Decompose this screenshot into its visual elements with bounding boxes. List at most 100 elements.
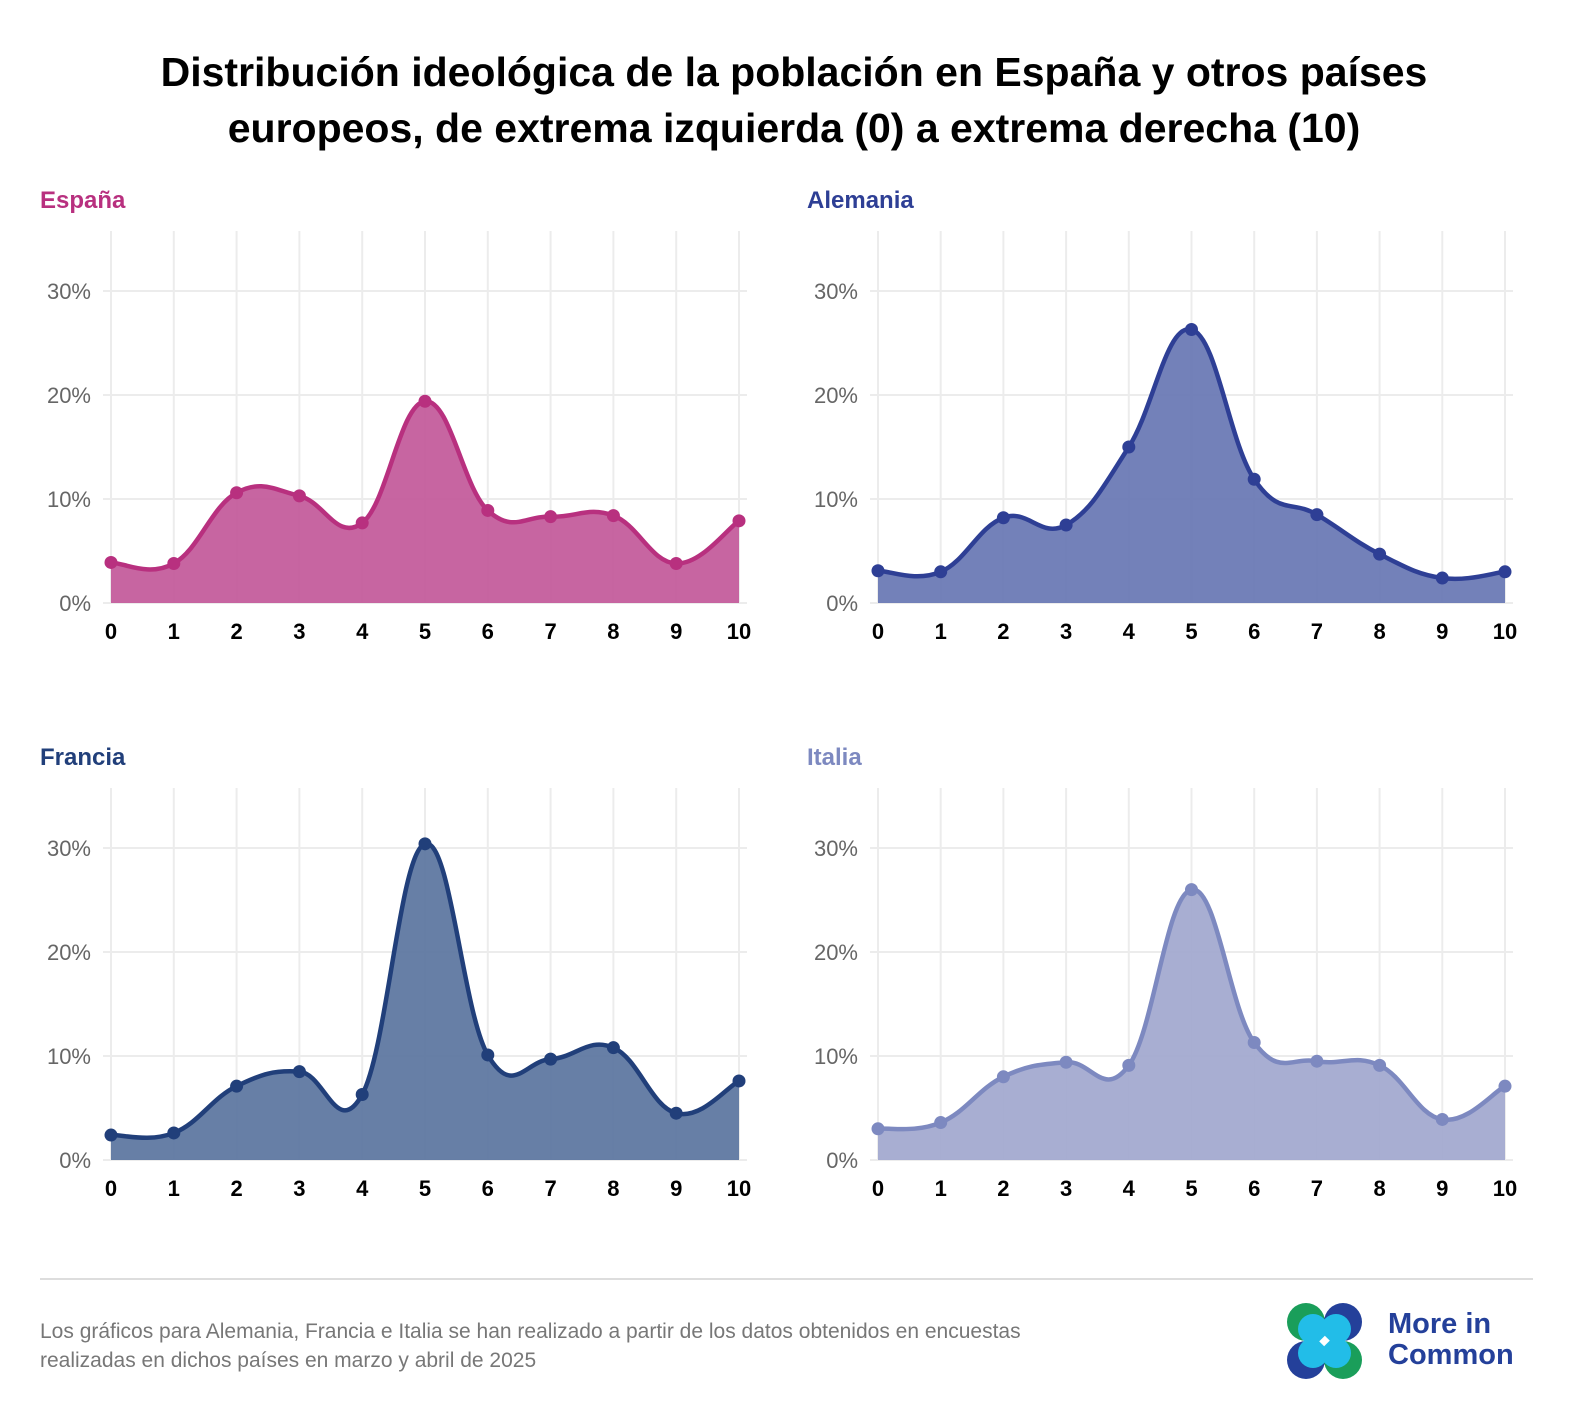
x-tick-label: 10 <box>727 1176 751 1201</box>
y-tick-label: 0% <box>826 591 858 616</box>
footer-line-1: Los gráficos para Alemania, Francia e It… <box>40 1320 1021 1343</box>
data-point <box>1185 883 1198 897</box>
x-tick-label: 5 <box>1185 1176 1197 1201</box>
data-point <box>1059 518 1073 532</box>
x-tick-label: 9 <box>670 1176 682 1201</box>
x-tick-label: 7 <box>1311 1176 1323 1201</box>
x-tick-label: 6 <box>1248 619 1260 644</box>
x-tick-label: 1 <box>935 1176 947 1201</box>
x-tick-label: 2 <box>230 1176 242 1201</box>
data-point <box>871 564 885 578</box>
panel-title: Alemania <box>807 187 914 214</box>
data-point <box>1435 571 1449 585</box>
data-point <box>1122 440 1136 454</box>
more-in-common-logo: More in Common <box>1286 1303 1536 1379</box>
footer-note: Los gráficos para Alemania, Francia e It… <box>40 1317 1021 1375</box>
data-point <box>292 1065 306 1079</box>
x-tick-label: 7 <box>544 619 556 644</box>
x-tick-label: 1 <box>168 1176 180 1201</box>
title-line-1: Distribución ideológica de la población … <box>160 49 1428 95</box>
x-tick-label: 4 <box>1123 619 1136 644</box>
data-point <box>669 1106 683 1120</box>
data-point <box>230 486 244 500</box>
x-tick-label: 6 <box>482 1176 494 1201</box>
y-tick-label: 30% <box>47 279 91 304</box>
data-point <box>418 837 432 851</box>
footer-line-2: realizadas en dichos países en marzo y a… <box>40 1349 537 1372</box>
x-tick-label: 9 <box>1436 619 1448 644</box>
data-point <box>1247 1035 1261 1049</box>
data-point <box>104 555 118 569</box>
panel-title: España <box>40 187 126 214</box>
data-point <box>355 516 369 530</box>
data-point <box>1185 322 1198 336</box>
y-tick-label: 10% <box>814 1044 858 1069</box>
data-point <box>1373 1058 1387 1072</box>
data-point <box>544 1052 558 1066</box>
data-point <box>1373 547 1387 561</box>
data-point <box>1310 508 1324 522</box>
x-tick-label: 8 <box>1373 1176 1385 1201</box>
y-tick-label: 20% <box>47 940 91 965</box>
x-tick-label: 7 <box>544 1176 556 1201</box>
footer-divider <box>40 1278 1533 1280</box>
data-point <box>934 565 948 579</box>
x-tick-label: 3 <box>293 619 305 644</box>
data-point <box>481 503 495 517</box>
data-point <box>544 510 558 524</box>
data-point <box>1122 1058 1136 1072</box>
panel-francia: Francia 0% 10% 20% 30% 0 1 2 3 4 5 6 7 8 9 10 <box>40 744 751 1201</box>
area-fill <box>111 401 739 603</box>
x-tick-label: 0 <box>105 619 117 644</box>
data-point <box>871 1122 885 1136</box>
data-point <box>418 394 432 408</box>
x-tick-label: 2 <box>997 1176 1009 1201</box>
data-point <box>732 514 746 528</box>
x-tick-label: 6 <box>482 619 494 644</box>
data-point <box>1435 1112 1449 1126</box>
data-point <box>606 509 620 523</box>
data-point <box>1498 565 1512 579</box>
x-tick-label: 5 <box>1185 619 1197 644</box>
y-tick-label: 30% <box>47 836 91 861</box>
y-tick-label: 30% <box>814 836 858 861</box>
x-tick-label: 9 <box>1436 1176 1448 1201</box>
y-tick-label: 0% <box>59 1148 91 1173</box>
panel-espana: España 0% 10% 20% 30% 0 1 2 3 4 5 6 7 8 9 10 <box>40 187 751 644</box>
chart-title: Distribución ideológica de la población … <box>0 44 1588 156</box>
panel-title: Francia <box>40 744 126 771</box>
x-tick-label: 6 <box>1248 1176 1260 1201</box>
x-tick-label: 10 <box>727 619 751 644</box>
area-fill <box>878 889 1505 1160</box>
data-point <box>606 1041 620 1055</box>
data-point <box>1247 472 1261 486</box>
data-point <box>167 1126 181 1140</box>
y-tick-label: 30% <box>814 279 858 304</box>
x-tick-label: 5 <box>419 619 431 644</box>
panel-alemania: Alemania 0% 10% 20% 30% 0 1 2 3 4 5 6 7 8 9 10 <box>807 187 1517 644</box>
data-point <box>996 1070 1010 1084</box>
x-tick-label: 10 <box>1493 619 1517 644</box>
data-point <box>481 1048 495 1062</box>
y-tick-label: 10% <box>47 1044 91 1069</box>
x-tick-label: 1 <box>168 619 180 644</box>
x-tick-label: 8 <box>1373 619 1385 644</box>
x-tick-label: 8 <box>607 619 619 644</box>
x-tick-label: 7 <box>1311 619 1323 644</box>
x-tick-label: 4 <box>356 1176 369 1201</box>
x-tick-label: 4 <box>1123 1176 1136 1201</box>
logo-icon <box>1287 1303 1362 1379</box>
data-point <box>230 1079 244 1093</box>
x-tick-label: 4 <box>356 619 369 644</box>
data-point <box>732 1074 746 1088</box>
data-point <box>104 1128 118 1142</box>
x-tick-label: 5 <box>419 1176 431 1201</box>
panel-italia: Italia 0% 10% 20% 30% 0 1 2 3 4 5 6 7 8 9 10 <box>807 744 1517 1201</box>
x-tick-label: 3 <box>293 1176 305 1201</box>
logo-text-2: Common <box>1388 1339 1514 1371</box>
data-point <box>669 556 683 570</box>
x-tick-label: 8 <box>607 1176 619 1201</box>
y-tick-label: 20% <box>47 383 91 408</box>
